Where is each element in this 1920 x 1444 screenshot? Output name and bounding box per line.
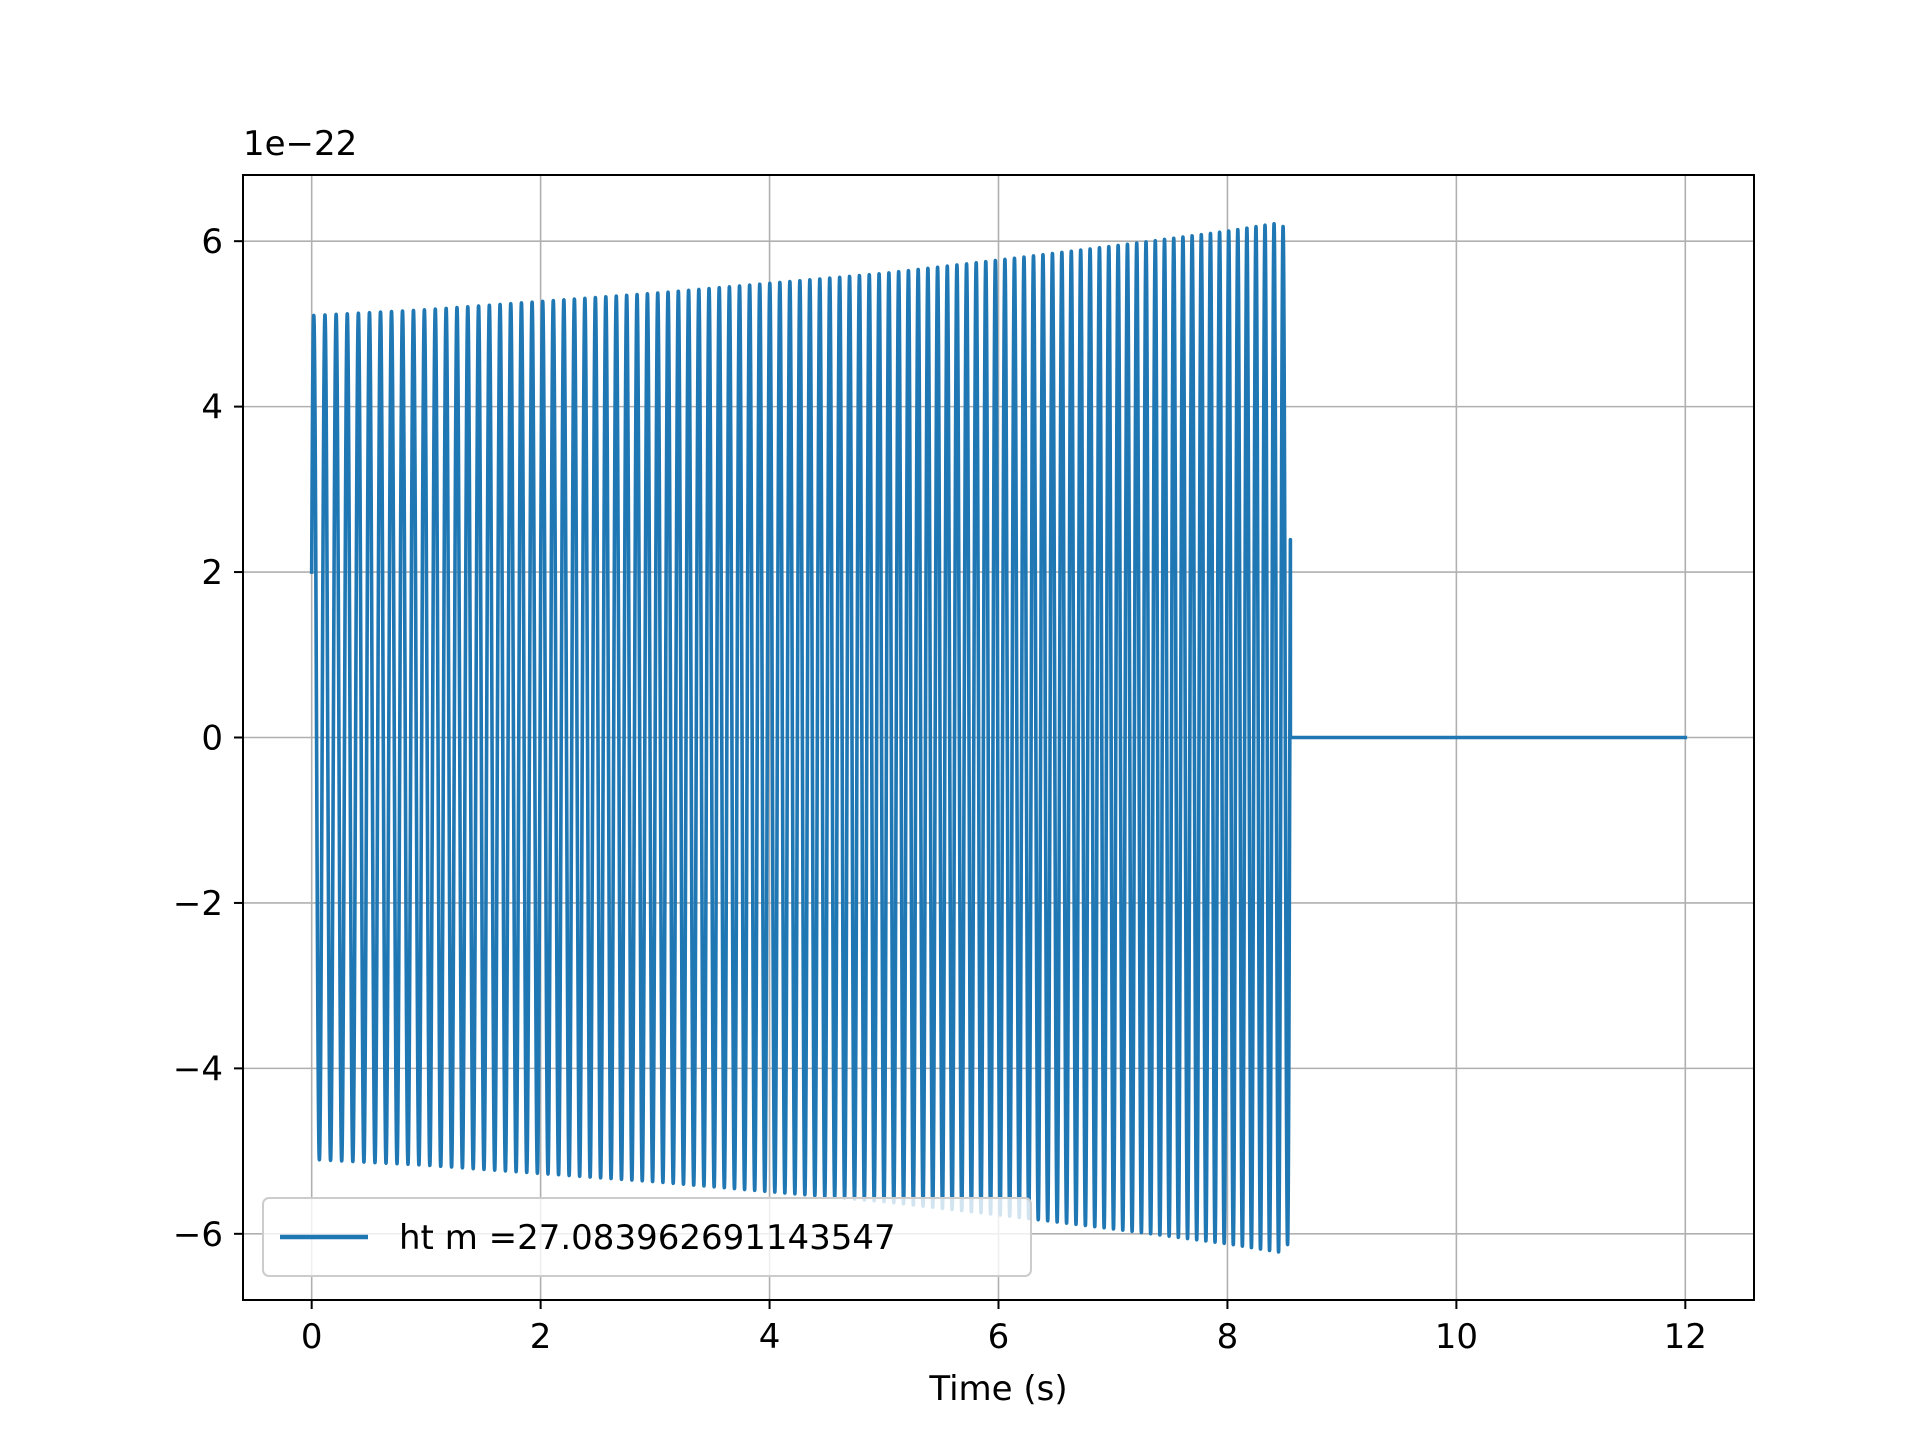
y-tick-label: 4 [201, 388, 223, 428]
y-tick-label: −2 [173, 884, 223, 924]
series-layer [309, 221, 1688, 1254]
legend-series-label: ht m =27.083962691143547 [399, 1218, 896, 1258]
legend: ht m =27.083962691143547 [262, 1197, 1032, 1277]
y-offset-label: 1e−22 [243, 124, 357, 164]
y-tick-label: 0 [201, 719, 223, 759]
y-tick-label: −4 [173, 1049, 223, 1089]
x-axis-label: Time (s) [928, 1369, 1067, 1409]
y-tick-label: −6 [173, 1215, 223, 1255]
legend-box [262, 1197, 1032, 1277]
x-tick-label: 10 [1435, 1317, 1478, 1357]
x-tick-label: 2 [530, 1317, 552, 1357]
x-tick-label: 4 [759, 1317, 781, 1357]
y-tick-label: 2 [201, 553, 223, 593]
x-tick-label: 6 [988, 1317, 1010, 1357]
x-tick-label: 0 [301, 1317, 323, 1357]
series-line [309, 221, 1688, 1254]
x-tick-label: 12 [1664, 1317, 1707, 1357]
ticks-layer: 0 2 4 6 8 10 12 −6 −4 −2 0 2 4 6 [173, 222, 1707, 1357]
x-tick-label: 8 [1217, 1317, 1239, 1357]
y-tick-label: 6 [201, 222, 223, 262]
